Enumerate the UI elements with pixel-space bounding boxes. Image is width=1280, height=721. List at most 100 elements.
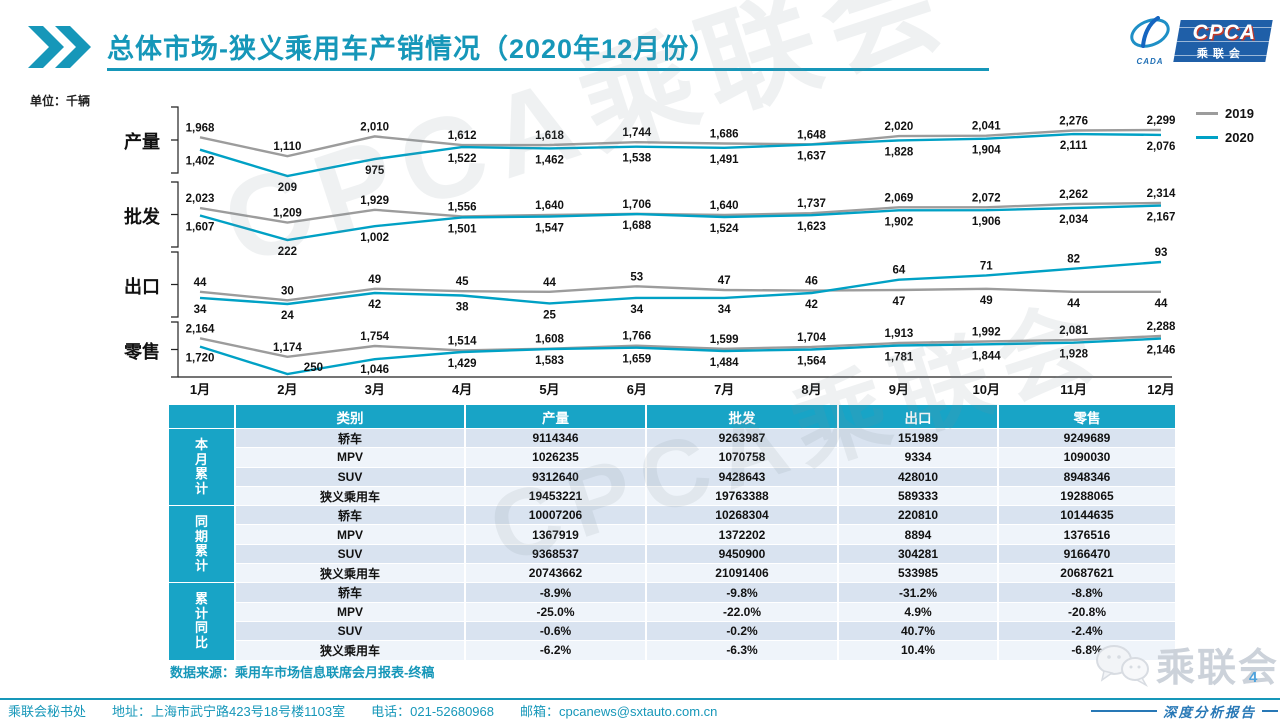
- table-value-cell: -31.2%: [839, 583, 997, 602]
- data-label: 53: [630, 271, 643, 283]
- data-label: 1,706: [622, 199, 651, 211]
- table-group-label: 同 期 累 计: [169, 506, 234, 583]
- summary-table: 类别 产量 批发 出口 零售本 月 累 计轿车 9114346 9263987 151989 9…: [169, 405, 1175, 660]
- data-label: 2,299: [1147, 115, 1176, 127]
- data-label: 1,547: [535, 223, 564, 235]
- data-label: 1,462: [535, 154, 564, 166]
- table-header-cell: 出口: [839, 405, 997, 428]
- table-value-cell: 10268304: [647, 506, 837, 525]
- table-value-cell: 1376516: [999, 525, 1175, 544]
- series-line-2020: [199, 260, 1162, 306]
- data-label: 44: [543, 277, 556, 289]
- data-label: 1,906: [972, 216, 1001, 228]
- data-label: 222: [278, 246, 297, 258]
- data-label: 1,607: [186, 222, 215, 234]
- data-label: 1,209: [273, 208, 302, 220]
- table-value-cell: 1026235: [466, 448, 645, 467]
- legend-swatch-2020: [1196, 136, 1218, 139]
- data-label: 1,538: [622, 153, 651, 165]
- table-value-cell: 589333: [839, 486, 997, 506]
- data-label: 1,637: [797, 151, 826, 163]
- table-value-cell: -6.8%: [999, 641, 1175, 660]
- table-value-cell: -25.0%: [466, 602, 645, 621]
- table-value-cell: 9166470: [999, 544, 1175, 564]
- month-label: 7月: [714, 382, 734, 397]
- data-label: 45: [456, 276, 469, 288]
- data-label: 2,023: [186, 193, 215, 205]
- table-header-cell: 类别: [236, 405, 464, 428]
- data-label: 209: [278, 182, 297, 194]
- data-label: 1,688: [622, 220, 651, 232]
- data-label: 1,429: [448, 358, 477, 370]
- row-label-wholesale: 批发: [124, 207, 160, 227]
- data-label: 1,704: [797, 332, 826, 344]
- chevron-icon: [28, 26, 91, 68]
- footer-email: 邮箱：cpcanews@sxtauto.com.cn: [519, 703, 718, 719]
- data-label: 1,110: [273, 141, 301, 153]
- table-value-cell: 9312640: [466, 467, 645, 486]
- table-value-cell: 8948346: [999, 467, 1175, 486]
- data-label: 44: [194, 277, 207, 289]
- table-category-cell: 轿车: [236, 506, 464, 525]
- data-label: 2,010: [360, 121, 389, 133]
- page-number: 4: [1249, 669, 1258, 686]
- axis-bracket: [171, 321, 179, 378]
- cada-emblem-icon: CADA: [1128, 16, 1172, 66]
- table-group-label: 累 计 同 比: [169, 583, 234, 660]
- data-label: 38: [456, 302, 469, 314]
- data-label: 1,904: [972, 145, 1001, 157]
- table-value-cell: 9334: [839, 448, 997, 467]
- data-label: 24: [281, 310, 294, 322]
- table-value-cell: -6.2%: [466, 641, 645, 660]
- axis-bracket: [171, 251, 179, 318]
- data-label: 1,522: [448, 153, 477, 165]
- divider-line: [1262, 710, 1278, 712]
- data-label: 71: [980, 260, 993, 272]
- table-value-cell: 151989: [839, 429, 997, 448]
- data-label: 1,992: [972, 327, 1001, 339]
- cpca-logo: CADA CPCA 乘联会: [1128, 16, 1273, 66]
- month-label: 11月: [1060, 382, 1087, 397]
- footer-address: 地址：上海市武宁路423号18号楼1103室: [112, 703, 346, 719]
- axis-bracket: [171, 106, 179, 174]
- footer-phone: 电话：021-52680968: [371, 703, 494, 719]
- data-source-note: 数据来源：乘用车市场信息联席会月报表-终稿: [170, 665, 435, 680]
- report-type-label: 深度分析报告: [1091, 701, 1278, 721]
- month-label: 10月: [973, 382, 1000, 397]
- data-label: 1,599: [710, 334, 739, 346]
- table-value-cell: 20743662: [466, 564, 645, 583]
- data-label: 1,720: [186, 353, 215, 365]
- axis-bracket: [171, 181, 179, 248]
- table-category-cell: 狭义乘用车: [236, 564, 464, 583]
- data-label: 1,902: [885, 216, 914, 228]
- series-line-2020: [199, 337, 1162, 376]
- table-value-cell: 40.7%: [839, 621, 997, 641]
- data-label: 2,146: [1147, 345, 1176, 357]
- data-label: 1,648: [797, 129, 826, 141]
- data-label: 82: [1067, 254, 1080, 266]
- table-value-cell: 9263987: [647, 429, 837, 448]
- month-label: 9月: [889, 382, 909, 397]
- table-value-cell: 9368537: [466, 544, 645, 564]
- table-value-cell: 10007206: [466, 506, 645, 525]
- table-value-cell: 10144635: [999, 506, 1175, 525]
- data-label: 1,608: [535, 334, 564, 346]
- data-label: 44: [1155, 298, 1168, 310]
- page-title: 总体市场-狭义乘用车产销情况（2020年12月份）: [107, 34, 718, 64]
- table-category-cell: MPV: [236, 602, 464, 621]
- data-label: 25: [543, 309, 556, 321]
- table-value-cell: 8894: [839, 525, 997, 544]
- table-category-cell: SUV: [236, 467, 464, 486]
- table-category-cell: MPV: [236, 448, 464, 467]
- table-category-cell: 狭义乘用车: [236, 641, 464, 660]
- data-label: 49: [368, 274, 381, 286]
- table-value-cell: 19288065: [999, 486, 1175, 506]
- data-label: 1,913: [885, 328, 914, 340]
- month-label: 4月: [452, 382, 472, 397]
- table-group-label: 本 月 累 计: [169, 429, 234, 506]
- data-label: 1,754: [360, 331, 389, 343]
- table-value-cell: -2.4%: [999, 621, 1175, 641]
- data-label: 1,766: [622, 331, 651, 343]
- data-label: 1,968: [186, 122, 215, 134]
- data-label: 2,041: [972, 121, 1001, 133]
